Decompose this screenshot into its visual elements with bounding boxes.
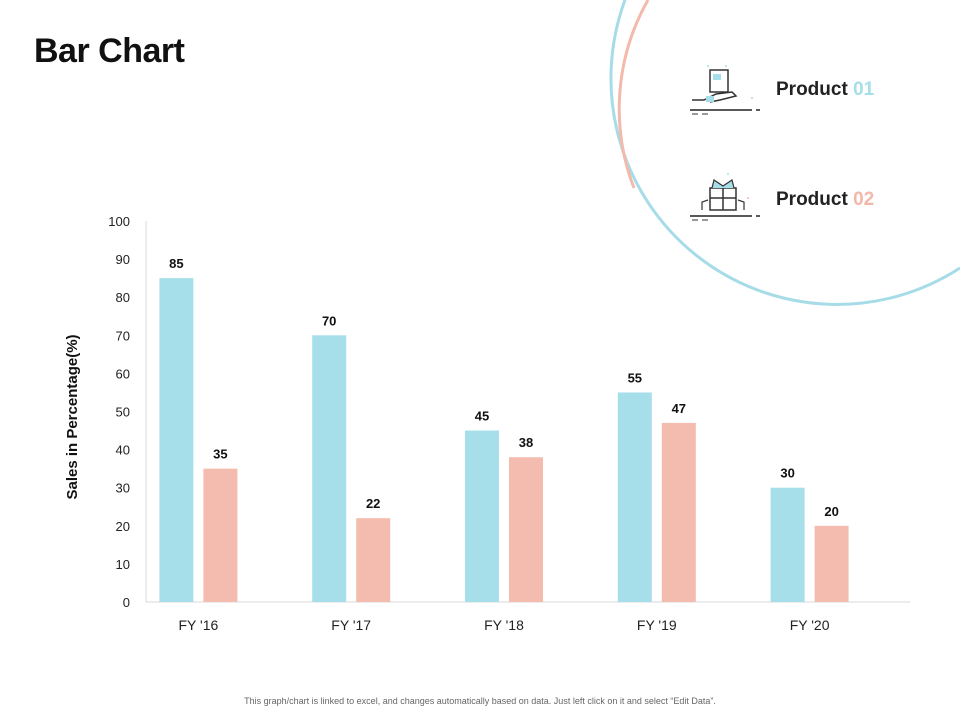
x-tick-label: FY '16 <box>179 617 219 633</box>
y-tick-label: 90 <box>116 252 130 267</box>
legend-item-product-02: Product 02 <box>688 170 918 230</box>
outer-ring-arc <box>609 0 960 306</box>
y-tick-label: 60 <box>116 366 130 381</box>
legend-label-product-01: Product 01 <box>776 79 875 100</box>
gift-box-icon <box>690 173 760 221</box>
data-label: 30 <box>780 466 794 481</box>
x-tick-label: FY '19 <box>637 617 677 633</box>
bar-2 <box>203 468 238 602</box>
hand-cart-icon <box>690 65 760 115</box>
y-tick-label: 100 <box>108 214 130 229</box>
data-label: 47 <box>672 401 686 416</box>
data-label: 85 <box>169 256 183 271</box>
y-tick-label: 50 <box>116 405 130 420</box>
data-label: 70 <box>322 313 336 328</box>
bar-1 <box>465 430 499 602</box>
bar-2 <box>814 525 849 602</box>
bar-2 <box>356 518 391 602</box>
bar-1 <box>770 487 805 602</box>
bar-2 <box>509 457 543 602</box>
data-label: 35 <box>213 447 227 462</box>
legend-item-product-01: Product 01 <box>688 62 918 122</box>
x-tick-label: FY '20 <box>790 617 830 633</box>
y-tick-label: 10 <box>116 557 130 572</box>
legend-label-product-02: Product 02 <box>776 189 875 210</box>
y-tick-label: 0 <box>123 595 130 610</box>
y-axis-title: Sales in Percentage(%) <box>64 334 81 499</box>
y-tick-label: 80 <box>116 290 130 305</box>
y-tick-label: 30 <box>116 481 130 496</box>
inner-ring-arc <box>617 0 650 189</box>
y-tick-label: 70 <box>116 328 130 343</box>
data-label: 22 <box>366 496 380 511</box>
bar-1 <box>159 278 194 602</box>
x-tick-label: FY '17 <box>331 617 371 633</box>
bar-2 <box>661 422 696 602</box>
bar-1 <box>312 335 347 602</box>
data-label: 45 <box>475 409 489 424</box>
data-label: 38 <box>519 435 533 450</box>
bar-1 <box>617 392 652 602</box>
y-tick-label: 40 <box>116 443 130 458</box>
data-label: 20 <box>824 504 838 519</box>
page-title: Bar Chart <box>34 32 185 70</box>
y-tick-label: 20 <box>116 519 130 534</box>
x-tick-label: FY '18 <box>484 617 524 633</box>
data-label: 55 <box>628 370 642 385</box>
footer-note: This graph/chart is linked to excel, and… <box>244 696 716 706</box>
